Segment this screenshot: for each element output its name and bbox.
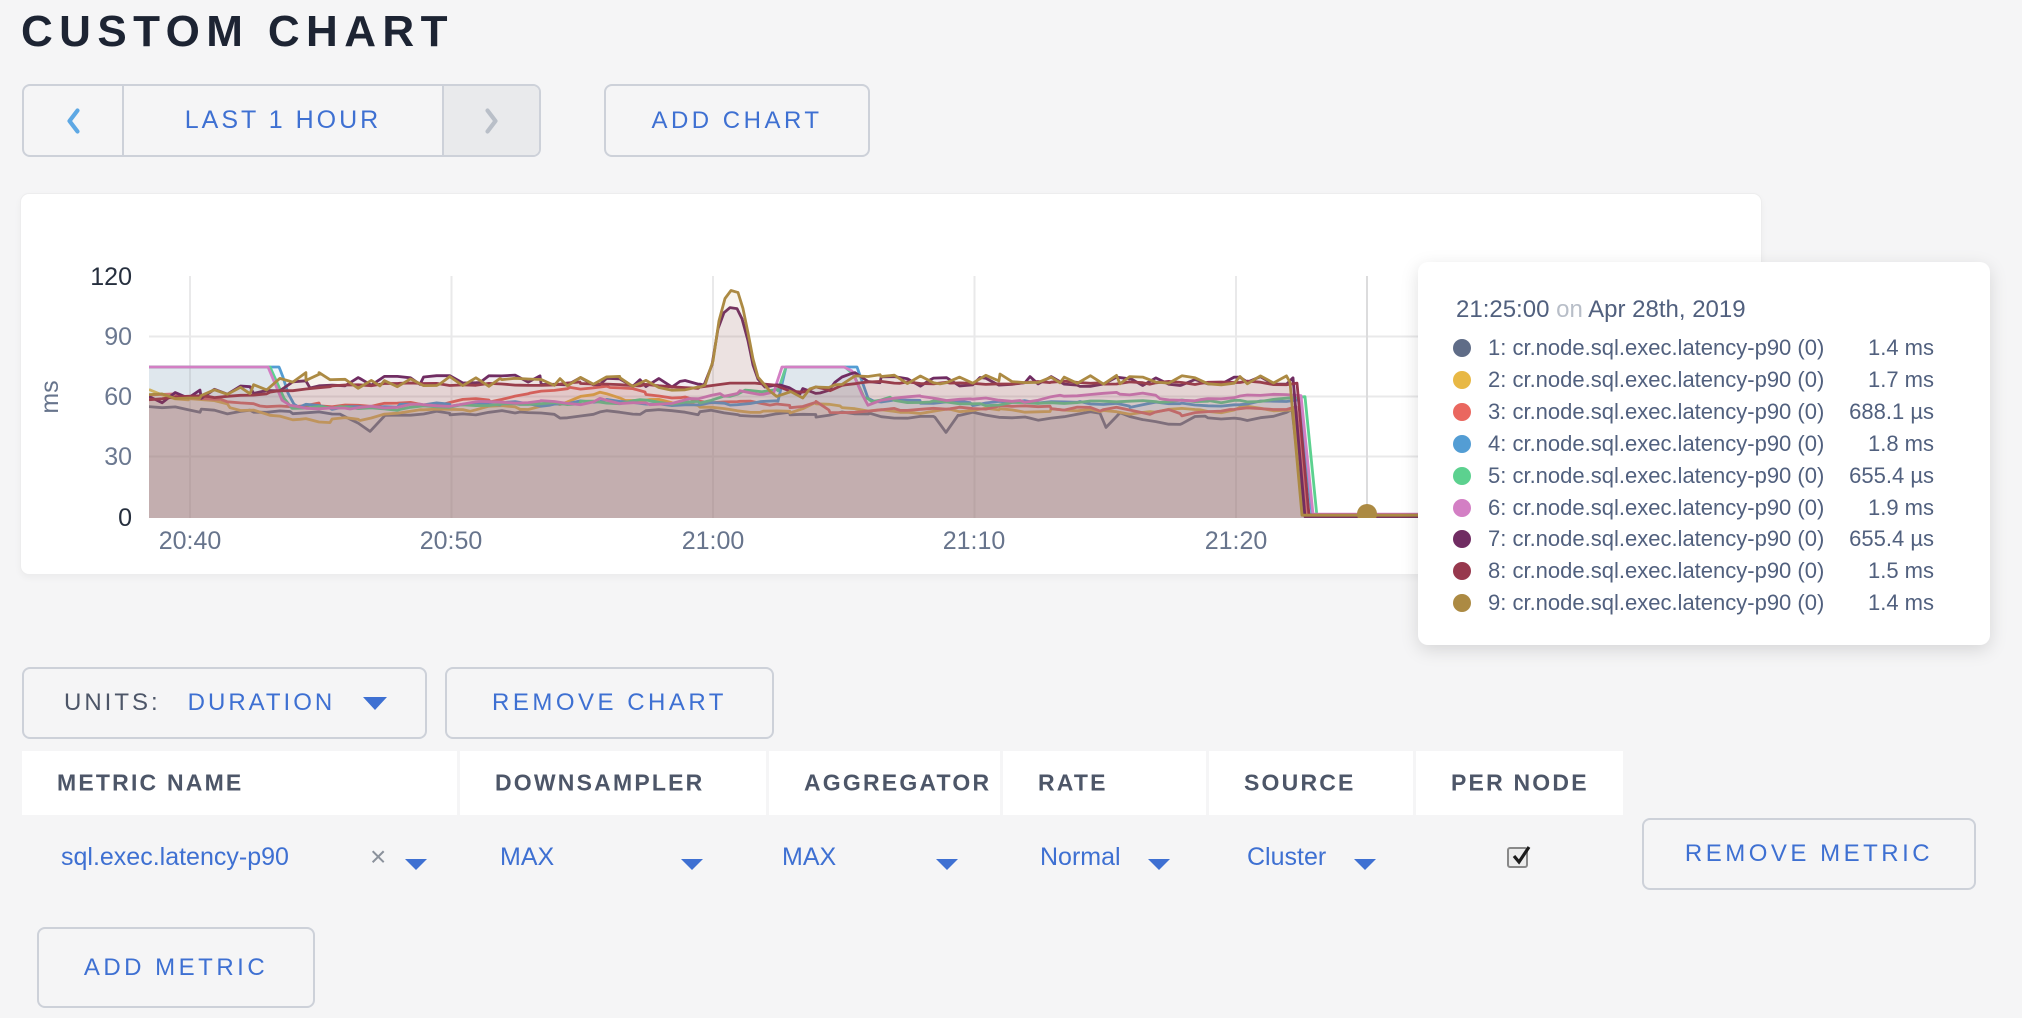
svg-text:ms: ms	[36, 380, 64, 413]
svg-text:20:50: 20:50	[420, 527, 483, 555]
svg-text:60: 60	[104, 383, 132, 411]
svg-text:20:40: 20:40	[159, 527, 222, 555]
svg-text:21:00: 21:00	[682, 527, 745, 555]
svg-text:120: 120	[90, 263, 132, 291]
svg-text:21:20: 21:20	[1205, 527, 1268, 555]
svg-text:30: 30	[104, 443, 132, 471]
svg-text:21:10: 21:10	[943, 527, 1006, 555]
svg-text:0: 0	[118, 504, 132, 532]
svg-text:90: 90	[104, 323, 132, 351]
